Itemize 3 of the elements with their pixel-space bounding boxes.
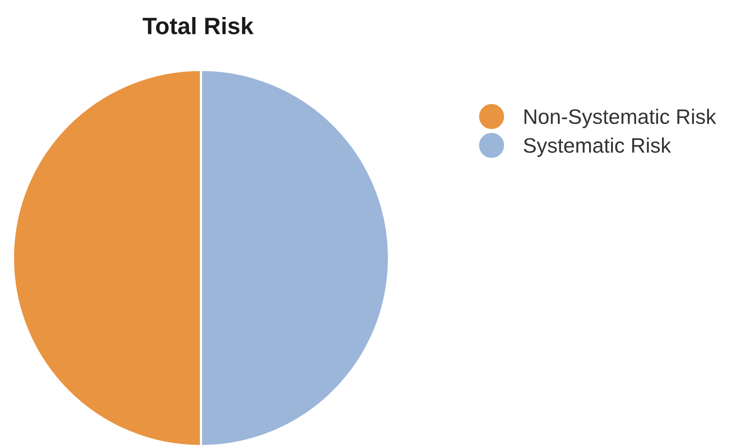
- legend-label: Non-Systematic Risk: [524, 108, 716, 128]
- legend-label: Systematic Risk: [524, 138, 672, 157]
- chart-title: Total Risk: [142, 16, 254, 34]
